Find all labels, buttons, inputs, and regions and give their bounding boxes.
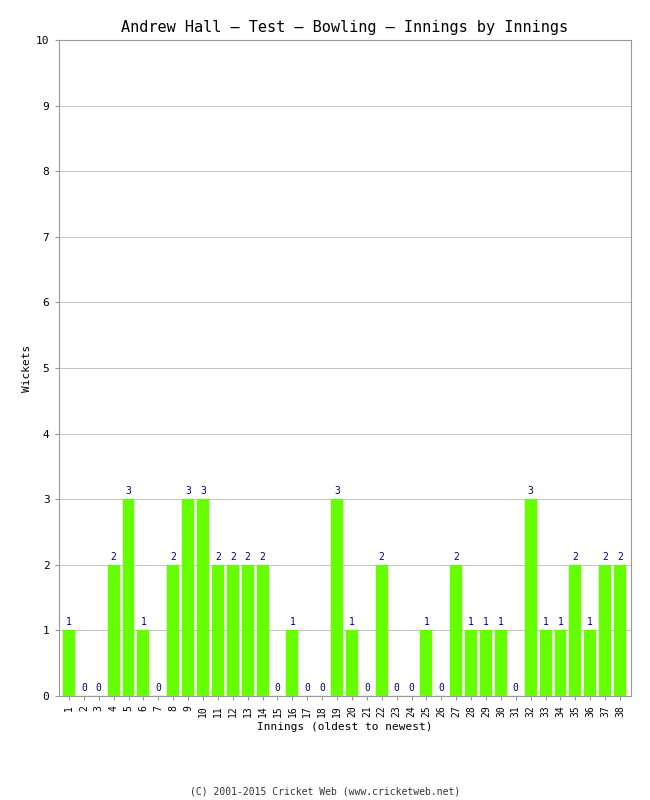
Text: 0: 0 [155,682,161,693]
Text: 0: 0 [364,682,370,693]
Text: 3: 3 [334,486,340,496]
Bar [212,565,224,696]
Text: 1: 1 [289,617,295,627]
Text: (C) 2001-2015 Cricket Web (www.cricketweb.net): (C) 2001-2015 Cricket Web (www.cricketwe… [190,786,460,796]
Text: 1: 1 [498,617,504,627]
Bar [525,499,537,696]
Bar [227,565,239,696]
Bar [554,630,566,696]
Y-axis label: Wickets: Wickets [22,344,32,392]
Text: 0: 0 [274,682,280,693]
Bar [465,630,477,696]
Text: 2: 2 [245,551,251,562]
Text: 1: 1 [424,617,430,627]
Bar [63,630,75,696]
Text: 1: 1 [588,617,593,627]
Text: 2: 2 [215,551,221,562]
X-axis label: Innings (oldest to newest): Innings (oldest to newest) [257,722,432,732]
Text: 0: 0 [96,682,101,693]
Bar [331,499,343,696]
Text: 3: 3 [528,486,534,496]
Text: 2: 2 [573,551,578,562]
Bar [123,499,135,696]
Text: 1: 1 [468,617,474,627]
Text: 0: 0 [304,682,310,693]
Text: 1: 1 [543,617,549,627]
Text: 2: 2 [453,551,459,562]
Text: 3: 3 [200,486,206,496]
Text: 0: 0 [409,682,415,693]
Bar [569,565,581,696]
Text: 1: 1 [349,617,355,627]
Text: 0: 0 [81,682,86,693]
Bar [450,565,462,696]
Title: Andrew Hall – Test – Bowling – Innings by Innings: Andrew Hall – Test – Bowling – Innings b… [121,20,568,34]
Bar [257,565,268,696]
Text: 1: 1 [558,617,564,627]
Bar [242,565,254,696]
Text: 2: 2 [259,551,265,562]
Bar [376,565,387,696]
Text: 3: 3 [125,486,131,496]
Bar [287,630,298,696]
Bar [167,565,179,696]
Bar [108,565,120,696]
Bar [137,630,150,696]
Text: 0: 0 [513,682,519,693]
Bar [599,565,611,696]
Text: 1: 1 [483,617,489,627]
Text: 2: 2 [170,551,176,562]
Bar [480,630,492,696]
Text: 2: 2 [230,551,236,562]
Bar [182,499,194,696]
Bar [421,630,432,696]
Text: 0: 0 [438,682,444,693]
Text: 1: 1 [140,617,146,627]
Text: 2: 2 [379,551,385,562]
Bar [495,630,507,696]
Text: 2: 2 [617,551,623,562]
Bar [197,499,209,696]
Text: 3: 3 [185,486,191,496]
Bar [614,565,626,696]
Text: 0: 0 [394,682,400,693]
Bar [346,630,358,696]
Text: 1: 1 [66,617,72,627]
Text: 0: 0 [319,682,325,693]
Text: 2: 2 [111,551,116,562]
Text: 2: 2 [603,551,608,562]
Bar [584,630,596,696]
Bar [540,630,552,696]
